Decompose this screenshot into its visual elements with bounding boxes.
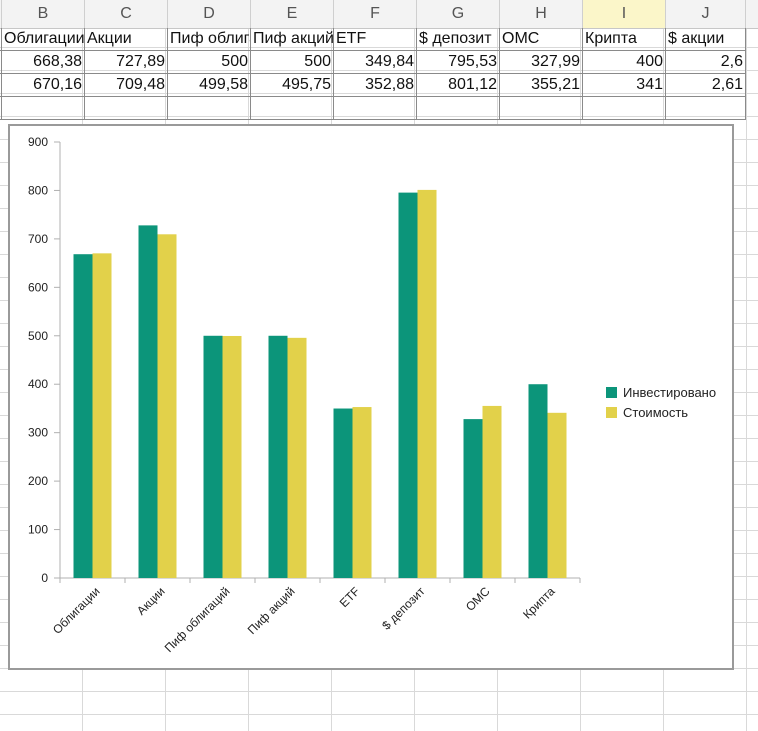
y-tick-label: 400	[28, 377, 48, 391]
table-cell[interactable]	[251, 97, 334, 120]
y-tick-label: 100	[28, 523, 48, 537]
table-cell[interactable]: 499,58	[168, 74, 251, 97]
y-tick-label: 800	[28, 183, 48, 197]
table-cell[interactable]: 709,48	[85, 74, 168, 97]
bar-value	[157, 234, 177, 578]
bar-chart: 0 100 200 300 400 500 600 700 800 900 Облигации Акц…	[28, 135, 581, 655]
bar-invested	[463, 419, 483, 578]
header-cell[interactable]: OMC	[500, 28, 583, 51]
legend-item-value: Стоимость	[606, 402, 716, 422]
table-row: 670,16 709,48 499,58 495,75 352,88 801,12 355,…	[0, 74, 746, 97]
header-cell[interactable]: Пиф акций	[251, 28, 334, 51]
column-header-e[interactable]: E	[251, 0, 334, 28]
table-cell[interactable]	[334, 97, 417, 120]
table-cell[interactable]: 352,88	[334, 74, 417, 97]
column-header-h[interactable]: H	[500, 0, 583, 28]
column-header-g[interactable]: G	[417, 0, 500, 28]
table-cell[interactable]	[85, 97, 168, 120]
table-row: 668,38 727,89 500 500 349,84 795,53 327,99 400 2…	[0, 51, 746, 74]
bar-value	[482, 405, 502, 578]
bar-invested	[268, 335, 288, 578]
x-tick-label: Пиф облигаций	[162, 584, 233, 655]
table-cell[interactable]	[583, 97, 666, 120]
y-tick-label: 500	[28, 329, 48, 343]
x-tick-label: $ депозит	[379, 584, 428, 633]
bar-value	[92, 253, 112, 578]
row-number-stub	[0, 28, 2, 51]
legend-swatch-value	[606, 406, 617, 418]
bar-value	[287, 337, 307, 578]
header-cell[interactable]: Крипта	[583, 28, 666, 51]
bar-value	[417, 189, 437, 579]
table-cell[interactable]	[2, 97, 85, 120]
table-cell[interactable]: 400	[583, 51, 666, 74]
bar-value	[222, 335, 242, 578]
column-header-d[interactable]: D	[168, 0, 251, 28]
legend-label-invested: Инвестировано	[623, 384, 717, 400]
bar-invested	[333, 408, 353, 578]
table-cell[interactable]: 500	[251, 51, 334, 74]
x-tick-label: OMC	[463, 584, 493, 614]
row-number-stub	[0, 51, 2, 74]
chart-legend: Инвестировано Стоимость	[606, 382, 716, 422]
header-cell[interactable]: Акции	[85, 28, 168, 51]
column-header-j[interactable]: J	[666, 0, 746, 28]
bar-invested	[398, 192, 418, 578]
table-cell[interactable]: 355,21	[500, 74, 583, 97]
bar-value	[547, 412, 567, 578]
x-tick-label: Акции	[134, 584, 168, 618]
y-tick-label: 0	[41, 571, 48, 585]
table-cell[interactable]: 341	[583, 74, 666, 97]
legend-item-invested: Инвестировано	[606, 382, 716, 402]
table-cell[interactable]: 349,84	[334, 51, 417, 74]
bar-invested	[73, 254, 93, 578]
table-cell[interactable]: 2,6	[666, 51, 746, 74]
table-row	[0, 97, 746, 120]
row-header-corner	[0, 0, 2, 28]
table-cell[interactable]: 801,12	[417, 74, 500, 97]
legend-swatch-invested	[606, 386, 617, 398]
bar-value	[352, 407, 372, 578]
table-cell[interactable]: 668,38	[2, 51, 85, 74]
table-cell[interactable]	[666, 97, 746, 120]
x-tick-label: ETF	[337, 584, 363, 610]
table-cell[interactable]: 670,16	[2, 74, 85, 97]
header-cell[interactable]: $ депозит	[417, 28, 500, 51]
column-header-c[interactable]: C	[85, 0, 168, 28]
table-cell[interactable]	[417, 97, 500, 120]
table-cell[interactable]	[500, 97, 583, 120]
y-tick-label: 200	[28, 474, 48, 488]
table-cell[interactable]: 727,89	[85, 51, 168, 74]
x-tick-label: Пиф акций	[245, 584, 298, 637]
table-cell[interactable]: 2,61	[666, 74, 746, 97]
column-header-i[interactable]: I	[583, 0, 666, 28]
legend-label-value: Стоимость	[623, 404, 689, 420]
column-header-f[interactable]: F	[334, 0, 417, 28]
x-tick-label: Крипта	[520, 584, 558, 622]
y-tick-label: 700	[28, 232, 48, 246]
row-number-stub	[0, 74, 2, 97]
y-tick-label: 300	[28, 426, 48, 440]
chart-object[interactable]: 0 100 200 300 400 500 600 700 800 900 Облигации Акц…	[8, 124, 734, 670]
header-cell[interactable]: Пиф облигаций	[168, 28, 251, 51]
x-tick-label: Облигации	[50, 584, 103, 637]
header-cell[interactable]: $ акции	[666, 28, 746, 51]
header-cell[interactable]: Облигации	[2, 28, 85, 51]
bar-invested	[528, 384, 548, 578]
y-tick-label: 600	[28, 280, 48, 294]
table-cell[interactable]	[168, 97, 251, 120]
header-cell[interactable]: ETF	[334, 28, 417, 51]
y-tick-label: 900	[28, 135, 48, 149]
row-number-stub	[0, 97, 2, 120]
table-cell[interactable]: 495,75	[251, 74, 334, 97]
table-cell[interactable]: 327,99	[500, 51, 583, 74]
column-header-b[interactable]: B	[2, 0, 85, 28]
table-cell[interactable]: 795,53	[417, 51, 500, 74]
bar-invested	[138, 225, 158, 578]
table-cell[interactable]: 500	[168, 51, 251, 74]
bar-invested	[203, 335, 223, 578]
